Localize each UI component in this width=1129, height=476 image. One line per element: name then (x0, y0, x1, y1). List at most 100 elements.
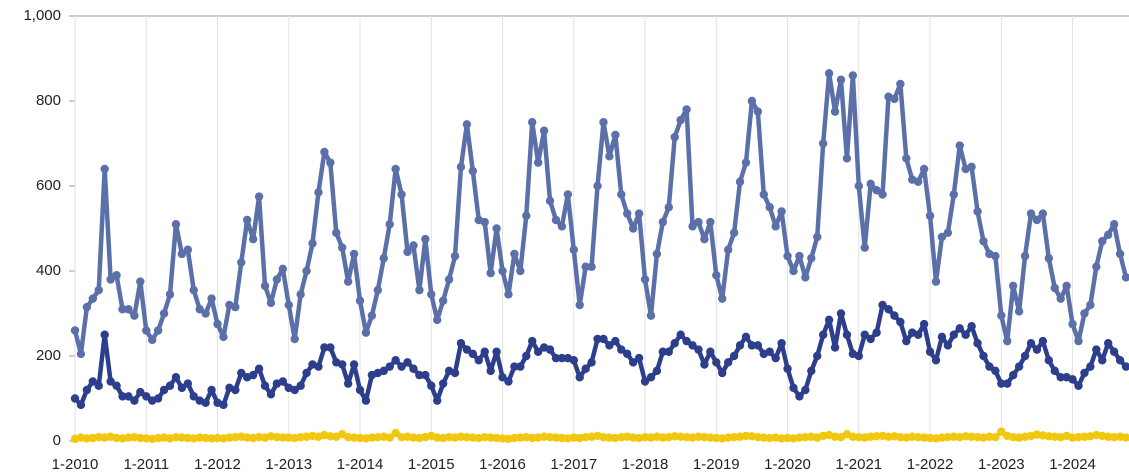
point (1074, 336, 1083, 346)
point (569, 356, 578, 365)
y-tick-label: 600 (36, 177, 61, 194)
point (777, 339, 786, 348)
point (433, 315, 442, 325)
point (593, 181, 602, 191)
point (723, 358, 733, 367)
point (468, 166, 478, 176)
x-tick-label: 1-2021 (835, 456, 882, 473)
point (557, 353, 567, 363)
point (338, 360, 347, 369)
point (1068, 375, 1077, 384)
point (94, 285, 103, 295)
point (623, 349, 632, 359)
point (1068, 319, 1077, 329)
point (1020, 251, 1030, 261)
point (165, 290, 175, 299)
point (207, 385, 216, 395)
point (902, 336, 911, 346)
point (1008, 281, 1018, 291)
point (949, 330, 959, 339)
point (599, 118, 608, 127)
point (492, 224, 501, 233)
point (658, 217, 668, 227)
point (937, 332, 947, 342)
point (706, 217, 715, 227)
point (931, 277, 941, 286)
point (373, 285, 383, 295)
point (338, 243, 347, 252)
point (913, 330, 923, 339)
point (771, 222, 780, 231)
point (88, 294, 98, 303)
point (379, 254, 388, 263)
point (332, 228, 341, 237)
point (385, 433, 394, 442)
point (587, 262, 596, 271)
y-tick-label: 400 (36, 262, 61, 279)
point (302, 266, 311, 276)
point (991, 251, 1000, 261)
point (533, 347, 543, 356)
point (260, 281, 270, 291)
y-tick-label: 0 (53, 432, 61, 449)
point (1050, 366, 1059, 376)
point (795, 251, 804, 261)
point (860, 243, 869, 252)
point (70, 394, 80, 403)
point (367, 311, 377, 320)
point (456, 339, 466, 348)
point (712, 271, 721, 280)
point (391, 428, 400, 438)
point (219, 400, 228, 410)
point (278, 433, 288, 442)
point (219, 332, 228, 342)
point (569, 245, 578, 254)
point (824, 69, 834, 78)
point (1003, 336, 1012, 346)
point (1014, 362, 1024, 371)
point (896, 79, 905, 89)
point (397, 190, 406, 199)
point (676, 330, 685, 339)
point (1062, 281, 1071, 291)
point (474, 356, 483, 365)
point (943, 228, 953, 237)
point (991, 366, 1000, 376)
point (694, 345, 703, 354)
point (486, 366, 495, 376)
point (777, 207, 786, 216)
point (504, 290, 513, 299)
point (522, 211, 531, 220)
point (997, 379, 1006, 388)
point (1026, 209, 1036, 218)
point (842, 330, 852, 339)
point (355, 385, 365, 395)
point (320, 147, 329, 157)
point (973, 339, 982, 348)
point (759, 190, 768, 199)
point (1115, 356, 1125, 365)
point (765, 203, 774, 212)
point (967, 322, 976, 331)
point (165, 381, 175, 390)
x-tick-label: 1-2013 (265, 456, 312, 473)
point (1098, 356, 1107, 365)
point (231, 385, 240, 395)
point (195, 305, 204, 314)
y-tick-label: 1,000 (23, 7, 61, 24)
x-tick-label: 1-2018 (622, 456, 669, 473)
point (979, 351, 988, 361)
point (528, 118, 537, 127)
point (106, 377, 115, 386)
point (551, 215, 561, 225)
point (136, 387, 145, 397)
x-tick-label: 1-2011 (123, 456, 169, 473)
point (516, 362, 525, 371)
point (124, 392, 133, 401)
point (82, 385, 92, 395)
point (1056, 373, 1065, 382)
point (729, 351, 739, 361)
point (872, 186, 881, 195)
point (1044, 254, 1054, 263)
point (955, 324, 964, 333)
